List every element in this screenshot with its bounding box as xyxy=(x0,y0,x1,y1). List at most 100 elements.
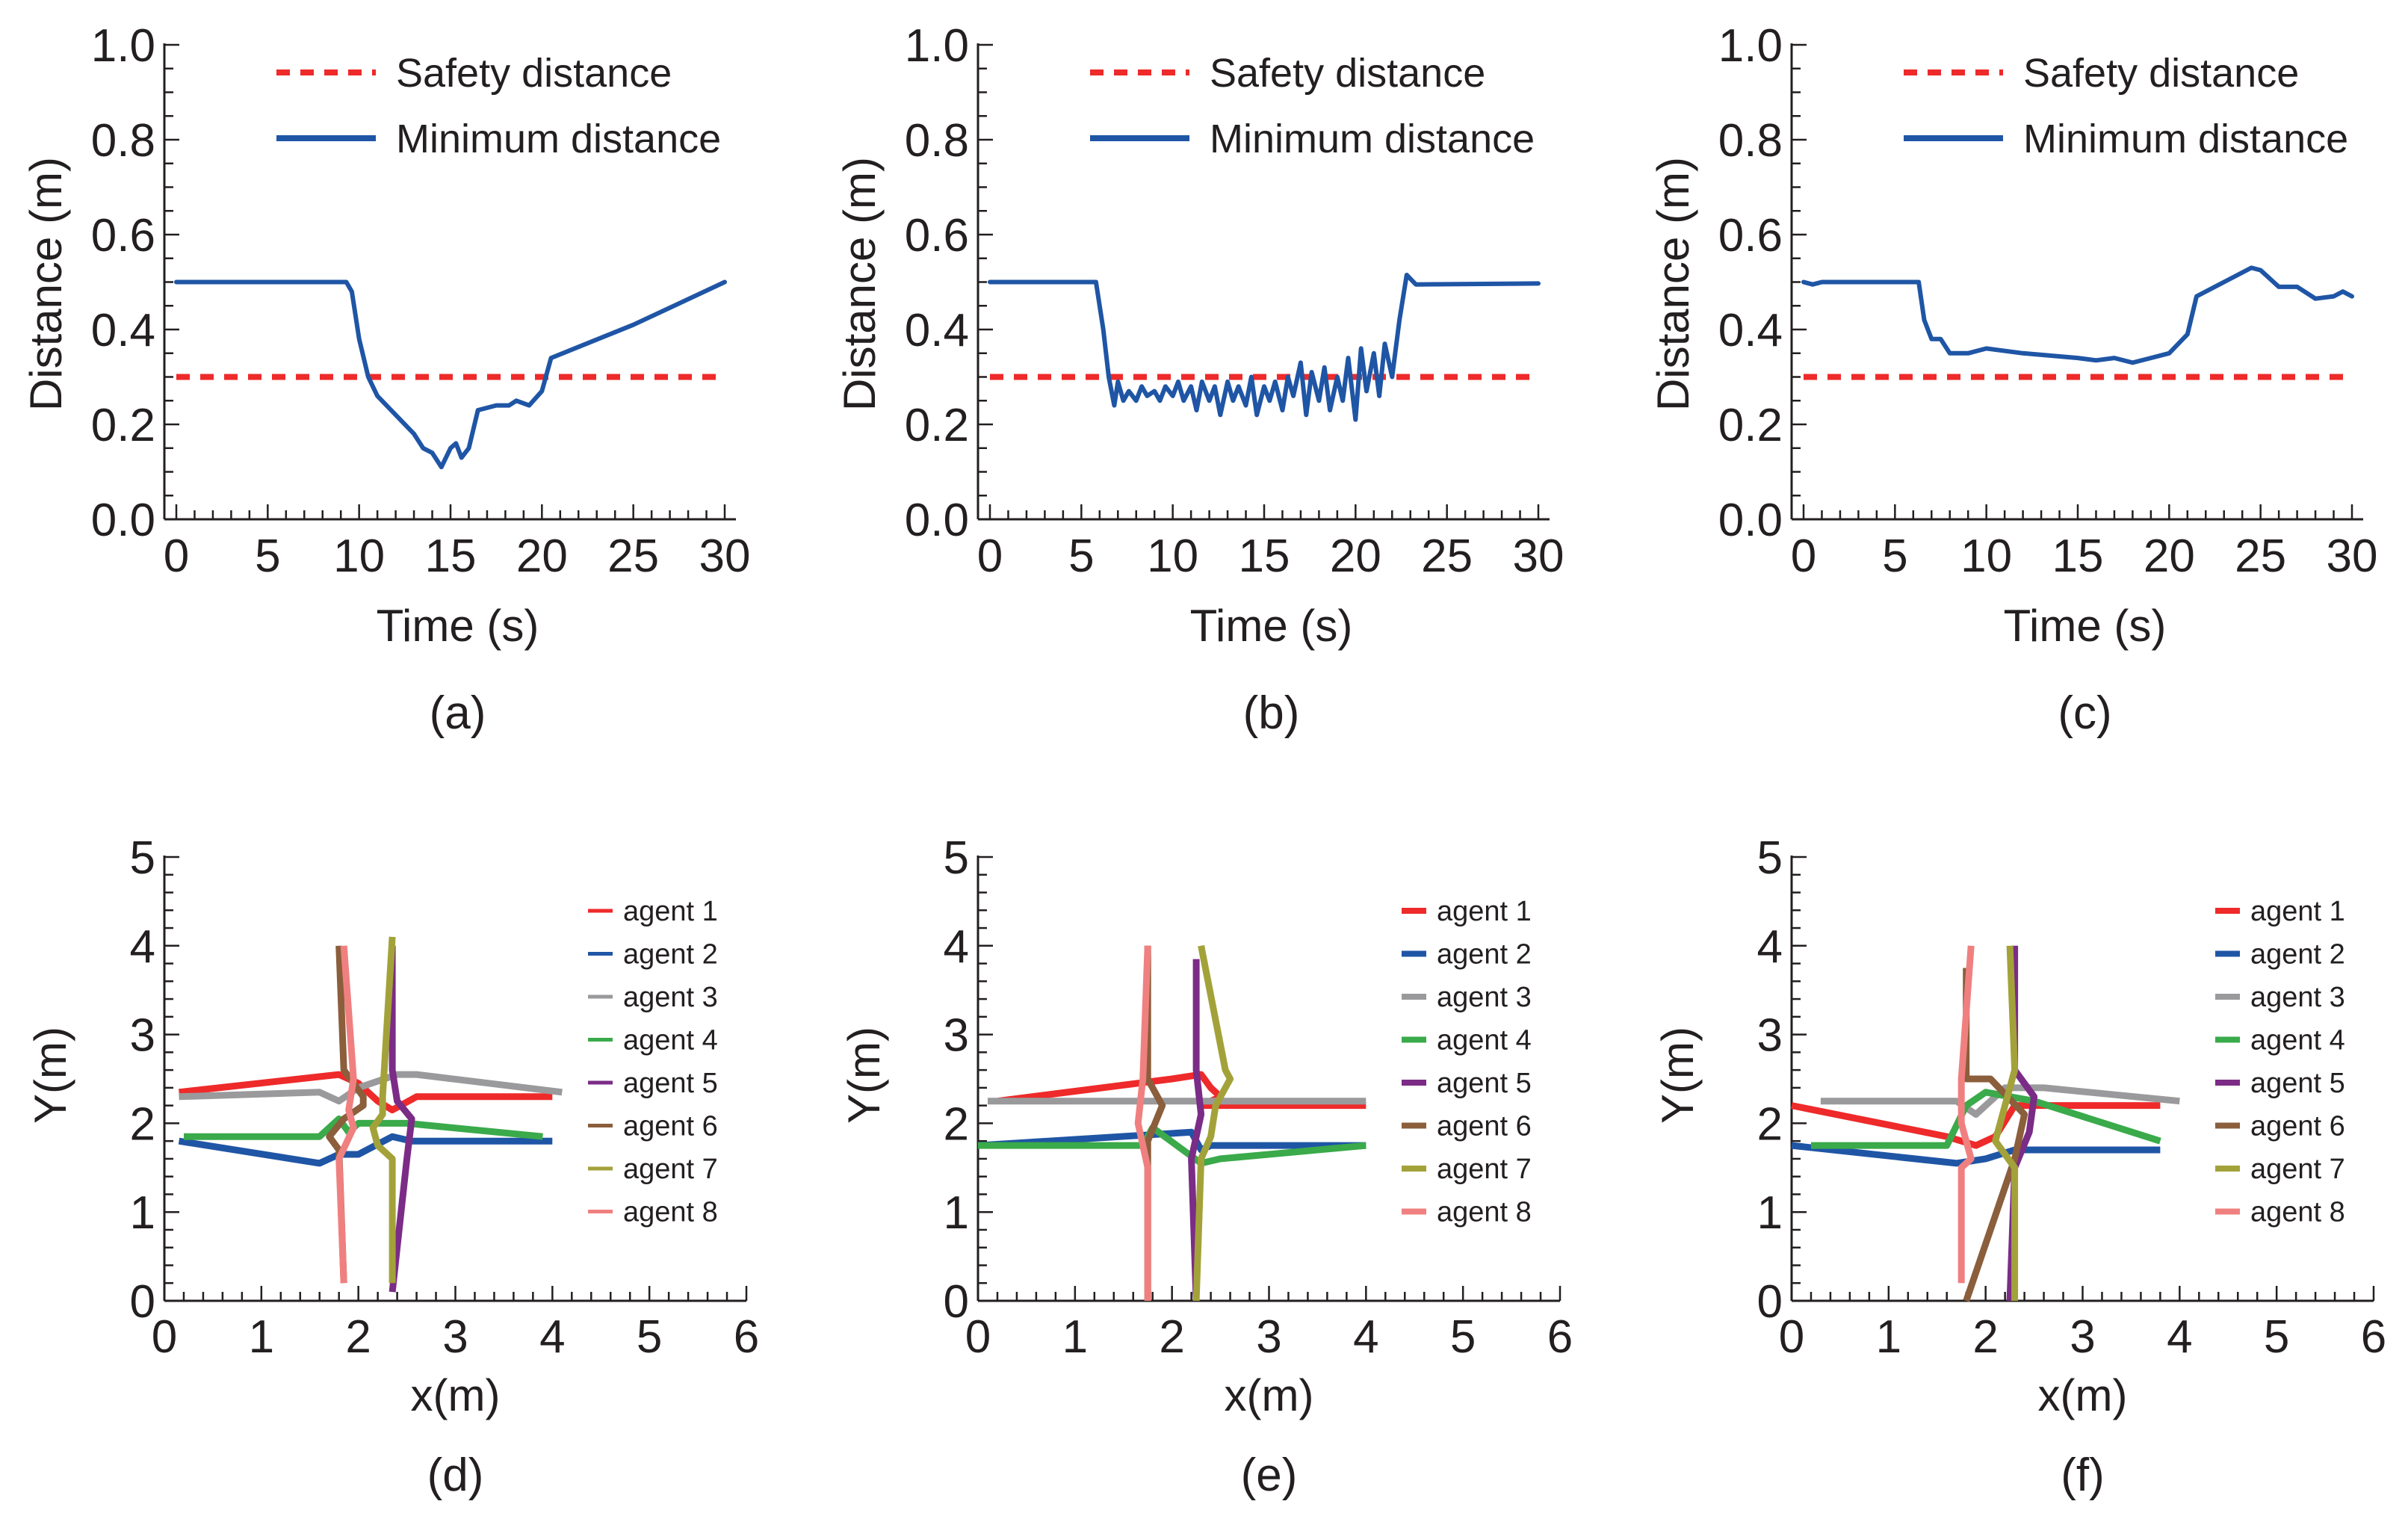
y-tick-label: 0.4 xyxy=(91,305,155,356)
x-tick-label: 30 xyxy=(699,530,751,582)
legend-label: agent 5 xyxy=(623,1068,718,1099)
x-tick-label: 30 xyxy=(2327,530,2378,582)
x-tick-label: 25 xyxy=(2235,530,2286,582)
y-tick-label: 1 xyxy=(1757,1187,1783,1239)
x-tick-label: 1 xyxy=(1062,1311,1088,1363)
x-tick-label: 2 xyxy=(1972,1311,1998,1363)
x-tick-label: 25 xyxy=(1421,530,1473,582)
y-tick-label: 1.0 xyxy=(1718,20,1783,72)
x-tick-label: 0 xyxy=(164,530,189,582)
x-tick-label: 0 xyxy=(965,1311,991,1363)
y-tick-label: 4 xyxy=(130,921,155,973)
y-tick-label: 5 xyxy=(944,832,969,884)
x-tick-label: 3 xyxy=(1256,1311,1281,1363)
y-tick-label: 2 xyxy=(130,1098,155,1150)
y-tick-label: 1.0 xyxy=(91,20,155,72)
x-tick-label: 1 xyxy=(249,1311,274,1363)
y-tick-label: 0.8 xyxy=(1718,115,1783,167)
legend-label: Safety distance xyxy=(2023,51,2299,96)
y-tick-label: 0.4 xyxy=(905,305,969,356)
x-tick-label: 5 xyxy=(637,1311,662,1363)
panel-caption: (c) xyxy=(2058,687,2111,739)
series-line-agent-6 xyxy=(326,945,367,1284)
series-line-agent-4 xyxy=(978,1124,1367,1167)
y-tick-label: 0 xyxy=(944,1276,969,1328)
series-line-minimum-distance xyxy=(174,279,727,470)
y-axis-title: Y(m) xyxy=(839,1027,889,1124)
series-line-minimum-distance xyxy=(1801,265,2354,365)
series-line-agent-8 xyxy=(1957,945,1975,1284)
legend-label: agent 8 xyxy=(623,1197,718,1228)
x-tick-label: 0 xyxy=(1779,1311,1804,1363)
legend-label: agent 3 xyxy=(2250,982,2345,1013)
chart-panel-c: 0 5 10 15 20 25 30 0.0 0.2 0.4 0.6 0.8 1.0 Time (s) Di… xyxy=(1648,20,2377,739)
y-tick-label: 2 xyxy=(944,1098,969,1150)
y-tick-label: 1.0 xyxy=(905,20,969,72)
legend-label: Safety distance xyxy=(396,51,672,96)
x-tick-label: 20 xyxy=(1330,530,1381,582)
legend-label: agent 1 xyxy=(1437,896,1532,927)
x-tick-label: 30 xyxy=(1513,530,1564,582)
legend-label: agent 3 xyxy=(623,982,718,1013)
y-tick-label: 0.0 xyxy=(905,495,969,546)
y-tick-label: 0.8 xyxy=(905,115,969,167)
legend-label: agent 6 xyxy=(623,1111,718,1142)
series-line-agent-8 xyxy=(335,945,357,1284)
legend-label: agent 4 xyxy=(2250,1025,2345,1056)
x-tick-label: 5 xyxy=(1882,530,1907,582)
x-tick-label: 25 xyxy=(607,530,659,582)
x-tick-label: 20 xyxy=(2144,530,2195,582)
series-line-agent-1 xyxy=(179,1071,553,1114)
y-tick-label: 0 xyxy=(130,1276,155,1328)
legend-label: agent 8 xyxy=(1437,1197,1532,1228)
legend-label: agent 7 xyxy=(1437,1154,1532,1185)
x-tick-label: 15 xyxy=(2052,530,2104,582)
y-axis-title: Distance (m) xyxy=(835,157,885,411)
x-tick-label: 15 xyxy=(425,530,477,582)
series-line-agent-7 xyxy=(1192,944,1234,1302)
legend-label: agent 2 xyxy=(1437,939,1532,971)
y-tick-label: 0.8 xyxy=(91,115,155,167)
y-tick-label: 5 xyxy=(1757,832,1783,884)
chart-panel-d: 0 1 2 3 4 5 6 0 1 2 3 4 5 x(m) Y(m) (d) agent 1 agent 2 ag… xyxy=(25,832,759,1501)
y-tick-label: 2 xyxy=(1757,1098,1783,1150)
x-tick-label: 10 xyxy=(1147,530,1198,582)
x-tick-label: 4 xyxy=(1353,1311,1378,1363)
chart-panel-e: 0 1 2 3 4 5 6 0 1 2 3 4 5 x(m) Y(m) (e) agent 1 agent 2 ag… xyxy=(839,832,1573,1501)
x-tick-label: 2 xyxy=(1159,1311,1184,1363)
legend-label: agent 2 xyxy=(2250,939,2345,971)
x-axis-title: Time (s) xyxy=(2004,601,2167,651)
series-line-agent-4 xyxy=(1811,1089,2161,1149)
legend-label: agent 3 xyxy=(1437,982,1532,1013)
legend-label: Minimum distance xyxy=(1210,117,1535,161)
x-tick-label: 5 xyxy=(255,530,280,582)
chart-panel-a: 0 5 10 15 20 25 30 0.0 0.2 0.4 0.6 0.8 1.0 Time (s) Di… xyxy=(21,20,750,739)
legend-label: Minimum distance xyxy=(2023,117,2348,161)
y-tick-label: 0.0 xyxy=(91,495,155,546)
y-tick-label: 0.2 xyxy=(905,400,969,451)
y-tick-label: 1 xyxy=(944,1187,969,1239)
x-tick-label: 5 xyxy=(1450,1311,1476,1363)
x-tick-label: 0 xyxy=(152,1311,177,1363)
legend-label: agent 1 xyxy=(2250,896,2345,927)
x-tick-label: 4 xyxy=(2167,1311,2192,1363)
legend-label: agent 2 xyxy=(623,939,718,971)
x-axis-title: x(m) xyxy=(1225,1370,1314,1420)
y-tick-label: 0.2 xyxy=(91,400,155,451)
legend-label: agent 7 xyxy=(623,1154,718,1185)
series-line-agent-4 xyxy=(184,1116,543,1140)
x-tick-label: 6 xyxy=(1547,1311,1573,1363)
x-tick-label: 3 xyxy=(2070,1311,2095,1363)
panel-caption: (e) xyxy=(1241,1450,1298,1501)
panel-caption: (d) xyxy=(427,1450,484,1501)
series-line-agent-8 xyxy=(1134,945,1151,1301)
y-tick-label: 0.6 xyxy=(1718,210,1783,262)
x-tick-label: 5 xyxy=(2264,1311,2289,1363)
series-line-agent-3 xyxy=(1820,1084,2180,1118)
x-axis-title: Time (s) xyxy=(1190,601,1353,651)
y-axis-title: Y(m) xyxy=(1653,1027,1703,1124)
legend-label: Safety distance xyxy=(1210,51,1485,96)
panel-caption: (b) xyxy=(1243,687,1300,739)
x-axis-title: x(m) xyxy=(2038,1370,2128,1420)
